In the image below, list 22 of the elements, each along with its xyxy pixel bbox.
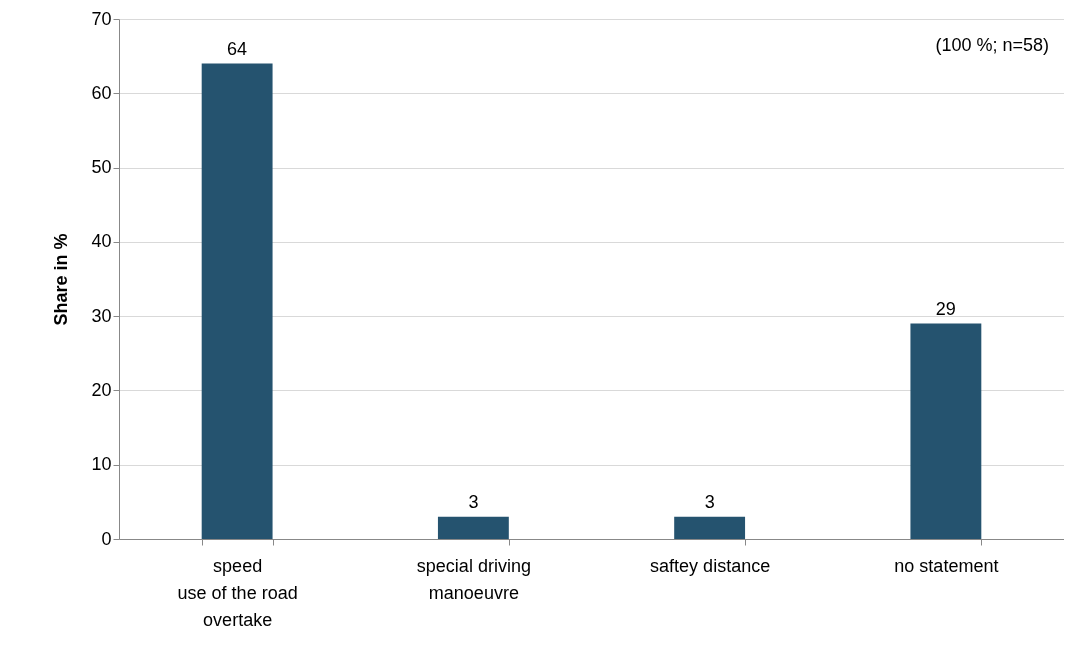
data-label: 29 (935, 298, 956, 319)
y-tick-label: 70 (91, 8, 112, 29)
data-label: 64 (227, 38, 248, 59)
x-tick-label: speed use of the road overtake (177, 555, 298, 630)
y-tick-label: 20 (91, 379, 112, 400)
y-tick-label: 0 (101, 528, 112, 549)
data-label: 3 (704, 491, 715, 512)
x-tick-label: special driving manoeuvre (416, 555, 531, 603)
bar (437, 516, 509, 539)
y-tick-label: 30 (91, 305, 112, 326)
y-tick-label: 10 (91, 454, 112, 475)
y-tick-label: 40 (91, 231, 112, 252)
data-label: 3 (468, 491, 479, 512)
bar (674, 516, 746, 539)
x-tick-label: saftey distance (650, 555, 771, 576)
y-tick-label: 50 (91, 157, 112, 178)
y-axis-title: Share in % (51, 233, 72, 326)
bar (910, 323, 982, 539)
x-tick-label: no statement (894, 555, 999, 576)
y-tick-label: 60 (91, 82, 112, 103)
annotation: (100 %; n=58) (935, 35, 1049, 55)
bar (201, 63, 273, 539)
